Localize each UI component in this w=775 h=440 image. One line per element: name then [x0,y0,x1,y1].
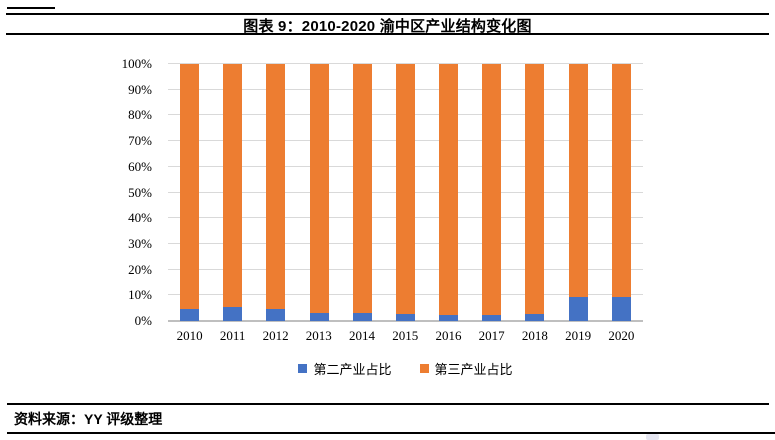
bar-2020 [611,64,631,321]
x-tick-label: 2018 [521,328,548,343]
bar-segment-第三产业占比 [266,64,286,309]
bar-segment-第二产业占比 [352,312,372,321]
bar-2017 [482,64,502,321]
footer-bottom-divider [7,432,775,434]
y-tick-label: 100% [121,56,152,71]
footer-top-divider [7,403,769,405]
bar-2014 [352,64,372,321]
x-tick-label: 2014 [349,328,376,343]
x-tick-label: 2011 [219,328,246,343]
bar-segment-第三产业占比 [395,64,415,315]
bar-2018 [525,64,545,321]
header-top-divider [6,13,769,15]
legend-label: 第三产业占比 [434,362,513,377]
x-tick-label: 2015 [392,328,419,343]
y-axis-tick-labels: 0% 10% 20% 30% 40% 50% 60% 70% 80% 90% 100% [90,56,160,328]
bar-segment-第二产业占比 [395,314,415,321]
bar-2012 [266,64,286,321]
legend-label: 第二产业占比 [313,362,392,377]
x-tick-label: 2017 [478,328,505,343]
gridline [168,63,643,64]
bar-segment-第二产业占比 [611,296,631,321]
y-tick-label: 20% [128,261,152,277]
figure-title: 图表 9：2010-2020 渝中区产业结构变化图 [243,18,532,35]
x-axis-tick-labels: 2010 2011 2012 2013 2014 2015 2016 2017 2018 2019… [168,328,643,344]
bar-2011 [223,64,243,321]
y-tick-label: 70% [128,133,152,149]
y-tick-label: 30% [128,235,152,251]
legend-item: 第二产业占比 [298,359,392,378]
y-tick-label: 80% [128,107,152,123]
bar-segment-第二产业占比 [525,313,545,321]
x-tick-label: 2010 [176,328,203,343]
bar-segment-第三产业占比 [352,64,372,313]
y-tick-label: 60% [128,158,152,174]
y-tick-label: 50% [128,184,152,200]
bar-segment-第二产业占比 [223,307,243,321]
bar-segment-第二产业占比 [568,297,588,321]
bar-2015 [395,64,415,321]
bar-segment-第三产业占比 [223,64,243,308]
bar-segment-第三产业占比 [309,64,329,313]
y-tick-label: 90% [128,81,152,97]
x-tick-label: 2012 [262,328,289,343]
legend-item: 第三产业占比 [419,359,513,378]
bar-segment-第二产业占比 [266,308,286,321]
bar-segment-第三产业占比 [525,64,545,314]
bar-segment-第二产业占比 [482,314,502,321]
bar-segment-第三产业占比 [611,64,631,297]
header-bottom-divider [6,33,769,35]
bar-segment-第二产业占比 [180,309,200,321]
legend-swatch-icon [419,364,429,373]
x-tick-label: 2016 [435,328,462,343]
x-tick-label: 2013 [305,328,332,343]
bars-container [168,64,643,321]
top-accent-rule [7,7,55,9]
bar-segment-第三产业占比 [439,64,459,315]
scrollbar-thumb-artifact [646,434,659,440]
y-tick-label: 40% [128,210,152,226]
bar-segment-第三产业占比 [568,64,588,298]
bar-segment-第二产业占比 [309,312,329,321]
bar-2019 [568,64,588,321]
x-tick-label: 2019 [565,328,592,343]
bar-2016 [439,64,459,321]
bar-2013 [309,64,329,321]
plot-area [168,63,643,322]
chart-legend: 第二产业占比 第三产业占比 [168,359,643,378]
bar-segment-第二产业占比 [439,314,459,321]
bar-2010 [180,64,200,321]
bar-segment-第三产业占比 [180,64,200,310]
bar-segment-第三产业占比 [482,64,502,315]
x-tick-label: 2020 [608,328,635,343]
source-note: 资料来源：YY 评级整理 [14,411,163,427]
y-tick-label: 10% [128,287,152,303]
legend-swatch-icon [298,364,308,373]
y-tick-label: 0% [134,313,152,328]
